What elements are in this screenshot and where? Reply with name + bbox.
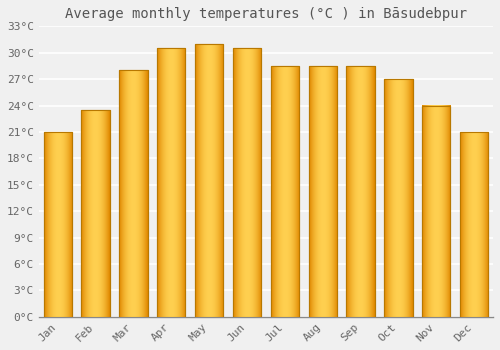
Bar — [233, 48, 261, 317]
Bar — [157, 48, 186, 317]
Bar — [308, 66, 337, 317]
Bar — [346, 66, 375, 317]
Bar — [384, 79, 412, 317]
Bar — [44, 132, 72, 317]
Bar — [422, 105, 450, 317]
Bar — [157, 48, 186, 317]
Bar — [44, 132, 72, 317]
Bar — [119, 70, 148, 317]
Bar — [460, 132, 488, 317]
Bar — [82, 110, 110, 317]
Bar — [270, 66, 299, 317]
Bar — [233, 48, 261, 317]
Bar — [346, 66, 375, 317]
Bar — [422, 105, 450, 317]
Bar — [195, 44, 224, 317]
Bar — [460, 132, 488, 317]
Bar — [119, 70, 148, 317]
Bar — [308, 66, 337, 317]
Bar — [384, 79, 412, 317]
Title: Average monthly temperatures (°C ) in Bāsudebpur: Average monthly temperatures (°C ) in Bā… — [65, 7, 467, 21]
Bar — [82, 110, 110, 317]
Bar — [195, 44, 224, 317]
Bar — [270, 66, 299, 317]
